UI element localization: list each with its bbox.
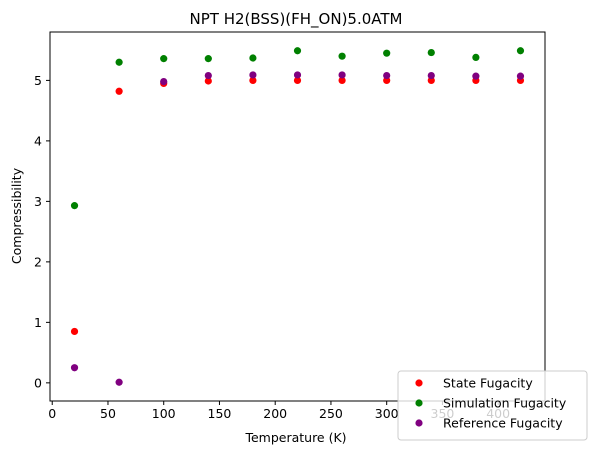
data-point-series-1 — [293, 76, 302, 84]
data-points — [70, 47, 525, 386]
y-tick-label: 0 — [34, 375, 42, 390]
plot-area — [50, 32, 545, 401]
data-point-series-1 — [70, 327, 79, 336]
data-point-series-2 — [115, 58, 123, 66]
data-point-series-2 — [293, 47, 302, 55]
data-point-series-3 — [70, 364, 79, 372]
data-point-series-1 — [249, 76, 257, 84]
data-point-series-1 — [338, 76, 346, 84]
data-point-series-3 — [249, 71, 257, 79]
legend-marker — [415, 379, 423, 387]
legend-box — [397, 370, 588, 441]
data-point-series-3 — [338, 71, 346, 79]
data-point-series-3 — [115, 378, 123, 386]
legend-label: State Fugacity — [443, 376, 533, 391]
data-point-series-3 — [160, 78, 168, 86]
y-tick-label: 1 — [34, 315, 42, 330]
legend-marker — [415, 399, 423, 407]
x-axis-label: Temperature (K) — [244, 430, 346, 445]
y-tick-label: 3 — [34, 194, 42, 209]
data-point-series-1 — [204, 77, 212, 85]
data-point-series-2 — [249, 54, 257, 62]
legend-marker — [415, 419, 423, 427]
data-point-series-2 — [338, 52, 346, 60]
data-point-series-3 — [516, 72, 525, 80]
y-tick-label: 5 — [34, 73, 42, 88]
y-axis-label: Compressibility — [9, 167, 24, 264]
legend: State Fugacity Simulation Fugacity Referen… — [397, 370, 588, 441]
data-point-series-2 — [516, 47, 525, 55]
y-tick-label: 2 — [34, 254, 42, 269]
data-point-series-3 — [204, 71, 212, 80]
legend-entries: State Fugacity Simulation Fugacity Referen… — [415, 376, 567, 431]
data-point-series-1 — [115, 87, 123, 95]
data-point-series-3 — [293, 71, 302, 79]
data-point-series-2 — [70, 202, 79, 210]
legend-label: Reference Fugacity — [443, 416, 563, 431]
data-point-series-3 — [427, 71, 435, 80]
x-tick-label: 0 — [48, 406, 56, 421]
legend-label: Simulation Fugacity — [443, 396, 567, 411]
data-point-series-2 — [160, 55, 168, 63]
plot-frame — [49, 31, 546, 402]
x-tick-label: 150 — [208, 406, 232, 421]
x-tick-label: 250 — [319, 406, 343, 421]
data-point-series-2 — [472, 53, 480, 62]
data-point-series-2 — [427, 48, 435, 57]
x-tick-label: 50 — [100, 406, 116, 421]
y-axis-ticks: 0 1 2 3 4 5 — [34, 73, 50, 390]
data-point-series-3 — [472, 72, 480, 80]
x-tick-label: 300 — [375, 406, 399, 421]
x-tick-label: 100 — [152, 406, 176, 421]
y-tick-label: 4 — [34, 133, 42, 148]
data-point-series-2 — [383, 49, 391, 57]
data-point-series-3 — [383, 71, 391, 80]
chart-title: NPT H2(BSS)(FH_ON)5.0ATM — [190, 10, 403, 29]
data-point-series-2 — [204, 55, 212, 63]
x-tick-label: 200 — [263, 406, 287, 421]
